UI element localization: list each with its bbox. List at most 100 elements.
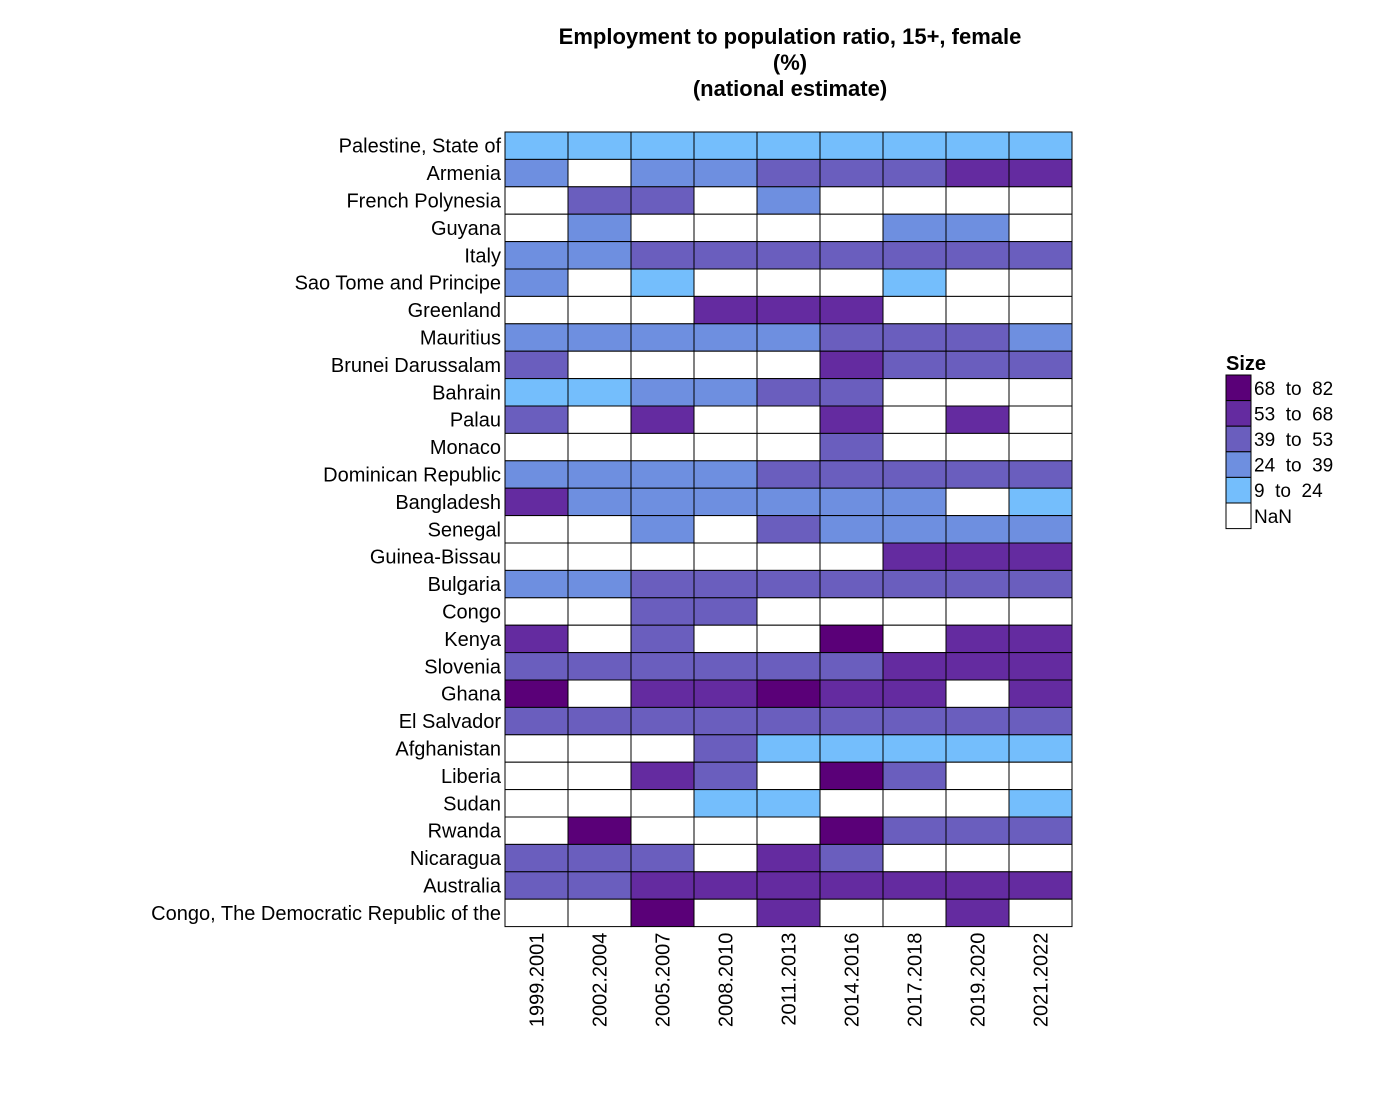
heatmap-cell <box>945 131 1010 160</box>
heatmap-cell <box>945 871 1010 900</box>
heatmap-cell <box>567 734 632 763</box>
heatmap-cell <box>630 652 695 681</box>
legend-title: Size <box>1226 353 1266 375</box>
heatmap-cell <box>756 378 821 407</box>
heatmap-cell <box>945 542 1010 571</box>
heatmap-cell <box>567 542 632 571</box>
heatmap-cell <box>630 295 695 325</box>
heatmap-cell <box>945 350 1010 380</box>
heatmap-cell <box>567 186 632 215</box>
y-axis-label: Slovenia <box>424 656 502 678</box>
heatmap-cell <box>504 186 569 215</box>
heatmap-cell <box>756 268 821 297</box>
heatmap-cell <box>1008 734 1073 763</box>
y-axis-label: Palau <box>450 410 501 432</box>
heatmap-cell <box>756 816 821 845</box>
y-axis-label: Armenia <box>427 163 502 185</box>
chart-title: Employment to population ratio, 15+, fem… <box>559 24 1022 101</box>
heatmap-cell <box>1008 268 1073 297</box>
heatmap-cell <box>504 241 569 270</box>
heatmap-cell <box>819 186 884 215</box>
heatmap-cell <box>504 597 569 626</box>
heatmap-cell <box>882 432 947 462</box>
heatmap-cell <box>882 158 947 188</box>
heatmap-cell <box>1008 460 1073 489</box>
heatmap-cell <box>882 515 947 544</box>
heatmap-cell <box>819 268 884 297</box>
heatmap-cell <box>504 734 569 763</box>
heatmap-cell <box>756 460 821 489</box>
heatmap-cell <box>693 843 758 873</box>
heatmap-cell <box>567 843 632 873</box>
heatmap-cell <box>882 378 947 407</box>
heatmap-cell <box>504 652 569 681</box>
heatmap-cell <box>945 679 1010 708</box>
heatmap-cell <box>819 378 884 407</box>
heatmap-cell <box>819 898 884 928</box>
x-axis-label: 1999.2001 <box>527 933 549 1028</box>
heatmap-cell <box>819 761 884 791</box>
heatmap-cell <box>819 843 884 873</box>
heatmap-cell <box>756 734 821 763</box>
heatmap-cell <box>504 405 569 434</box>
heatmap-cell <box>1008 158 1073 188</box>
heatmap-cell <box>1008 515 1073 544</box>
chart-title-line: Employment to population ratio, 15+, fem… <box>559 24 1022 49</box>
heatmap-cell <box>630 734 695 763</box>
y-axis-label: Sao Tome and Principe <box>295 273 501 295</box>
y-axis-label: Senegal <box>428 519 501 541</box>
heatmap-cell <box>1008 405 1073 434</box>
heatmap-cell <box>630 706 695 736</box>
legend-label: 39 to 53 <box>1254 430 1333 451</box>
heatmap-cell <box>567 350 632 380</box>
y-axis-label: Congo, The Democratic Republic of the <box>151 903 501 925</box>
heatmap-cell <box>1008 323 1073 352</box>
y-axis-label: Palestine, State of <box>339 136 502 158</box>
heatmap-cell <box>693 734 758 763</box>
heatmap-cell <box>504 843 569 873</box>
heatmap-cell <box>945 460 1010 489</box>
heatmap-cell <box>693 761 758 791</box>
y-axis-label: Ghana <box>441 684 502 706</box>
heatmap-cell <box>819 597 884 626</box>
heatmap-cell <box>504 131 569 160</box>
heatmap-cell <box>945 295 1010 325</box>
heatmap-cell <box>819 241 884 270</box>
heatmap-cell <box>882 624 947 654</box>
heatmap-cell <box>882 761 947 791</box>
heatmap-cell <box>756 432 821 462</box>
heatmap-cell <box>945 487 1010 517</box>
heatmap-cell <box>693 515 758 544</box>
heatmap-cell <box>630 789 695 818</box>
heatmap-cell <box>945 186 1010 215</box>
heatmap-cell <box>630 131 695 160</box>
heatmap-cell <box>819 460 884 489</box>
heatmap-cell <box>882 652 947 681</box>
y-axis-label: Bulgaria <box>428 574 502 596</box>
heatmap-cell <box>567 158 632 188</box>
legend-swatch <box>1225 451 1252 478</box>
heatmap-cell <box>504 515 569 544</box>
heatmap-cell <box>693 569 758 599</box>
heatmap-cell <box>945 816 1010 845</box>
heatmap-cell <box>1008 597 1073 626</box>
heatmap-cell <box>504 679 569 708</box>
heatmap-cell <box>756 898 821 928</box>
heatmap-cell <box>819 734 884 763</box>
heatmap-cell <box>1008 569 1073 599</box>
heatmap-cell <box>945 652 1010 681</box>
heatmap-cell <box>630 432 695 462</box>
heatmap-cell <box>945 761 1010 791</box>
y-axis-label: Congo <box>442 602 501 624</box>
heatmap-cell <box>882 542 947 571</box>
heatmap-cell <box>630 350 695 380</box>
heatmap-cell <box>756 843 821 873</box>
heatmap-cell <box>693 186 758 215</box>
heatmap-cell <box>819 789 884 818</box>
heatmap-cell <box>504 816 569 845</box>
heatmap-cell <box>630 843 695 873</box>
heatmap-cell <box>567 241 632 270</box>
heatmap-cell <box>819 652 884 681</box>
heatmap-cell <box>882 350 947 380</box>
heatmap-cell <box>567 597 632 626</box>
